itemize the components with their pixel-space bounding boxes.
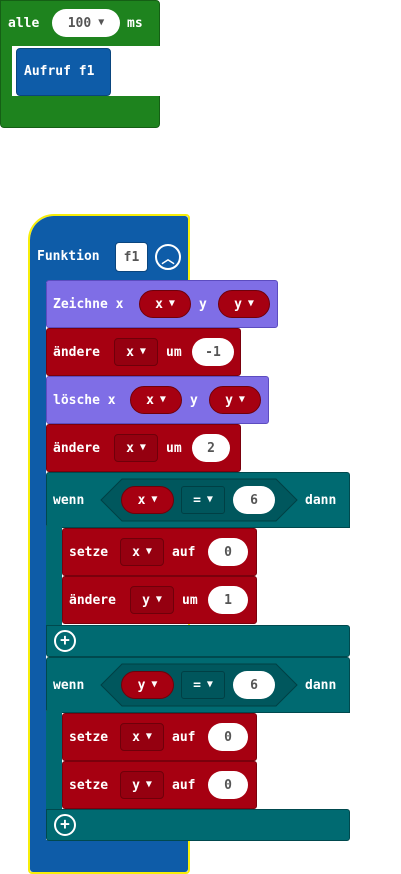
if-y-value: 6 — [250, 677, 258, 693]
chevron-down-icon: ▼ — [168, 298, 175, 309]
change-y-by-label: um — [182, 593, 198, 608]
function-block-bottom — [30, 840, 188, 872]
if-y-operator-dropdown[interactable]: = ▼ — [181, 671, 225, 699]
function-label: Funktion — [37, 249, 100, 264]
chevron-down-icon: ▼ — [206, 494, 213, 505]
if-x-value-field[interactable]: 6 — [233, 486, 275, 514]
change-var-dropdown[interactable]: x ▼ — [114, 338, 158, 366]
if-x-block-footer — [46, 625, 350, 657]
add-else-plus-icon[interactable]: + — [54, 630, 76, 652]
chevron-down-icon: ▼ — [139, 346, 146, 357]
if-y-block-footer — [46, 809, 350, 841]
chevron-down-icon: ▼ — [145, 731, 152, 742]
set-var-dropdown[interactable]: x ▼ — [120, 538, 164, 566]
if-x-var: x — [137, 492, 146, 508]
if2-label: wenn — [53, 678, 85, 693]
call-f1-label: Aufruf f1 — [24, 64, 95, 79]
plot-label: Zeichne x — [53, 297, 124, 312]
add-else-plus-icon-2[interactable]: + — [54, 814, 76, 836]
if-y-var-dropdown[interactable]: y ▼ — [121, 671, 174, 699]
change-y-value-field[interactable]: 1 — [208, 586, 248, 614]
change-y-var-dropdown[interactable]: y ▼ — [130, 586, 174, 614]
change-y-label: ändere — [69, 593, 116, 608]
chevron-down-icon: ▼ — [238, 394, 245, 405]
set-x2-value: 0 — [224, 729, 232, 745]
set-y-value: 0 — [224, 777, 232, 793]
function-name-field[interactable]: f1 — [115, 242, 148, 272]
change-y-var: y — [142, 592, 150, 608]
if-y-var: y — [137, 677, 146, 693]
set-x2-var-dropdown[interactable]: x ▼ — [120, 723, 164, 751]
change-label: ändere — [53, 345, 100, 360]
change-var: x — [126, 344, 134, 360]
set-y-var-dropdown[interactable]: y ▼ — [120, 771, 164, 799]
set-x2-label: setze — [69, 730, 109, 745]
chevron-down-icon: ▼ — [206, 679, 213, 690]
change2-label: ändere — [53, 441, 100, 456]
if-y-value-field[interactable]: 6 — [233, 671, 275, 699]
plot-y-label: y — [199, 297, 207, 312]
chevron-down-icon: ▼ — [151, 494, 158, 505]
change2-value-field[interactable]: 2 — [192, 434, 230, 462]
if-x-var-dropdown[interactable]: x ▼ — [121, 486, 174, 514]
set-var: x — [132, 544, 140, 560]
set-y-var: y — [132, 777, 140, 793]
every-label: alle — [8, 16, 40, 31]
unplot-y-label: y — [190, 393, 198, 408]
if-then-label: dann — [305, 493, 337, 508]
chevron-down-icon: ▼ — [151, 679, 158, 690]
function-name: f1 — [123, 249, 140, 265]
chevron-down-icon: ▼ — [159, 394, 166, 405]
change2-var-dropdown[interactable]: x ▼ — [114, 434, 158, 462]
if-x-operator: = — [193, 492, 201, 508]
set-x2-var: x — [132, 729, 140, 745]
plot-x-var: x — [155, 296, 163, 312]
unplot-label: lösche x — [53, 393, 116, 408]
if-label: wenn — [53, 493, 85, 508]
collapse-button[interactable]: ︿ — [155, 244, 181, 270]
chevron-down-icon: ▼ — [145, 779, 152, 790]
change2-by-label: um — [166, 441, 182, 456]
if-y-block-spine — [46, 711, 62, 813]
chevron-down-icon: ▼ — [139, 442, 146, 453]
change-value-field[interactable]: -1 — [192, 338, 234, 366]
if2-then-label: dann — [305, 678, 337, 693]
unplot-x-dropdown[interactable]: x ▼ — [130, 386, 182, 414]
change-by-label: um — [166, 345, 182, 360]
plot-y-var: y — [234, 296, 242, 312]
chevron-down-icon: ▼ — [145, 546, 152, 557]
unplot-x-var: x — [146, 392, 154, 408]
set-label: setze — [69, 545, 109, 560]
interval-dropdown[interactable]: 100 ▼ — [52, 9, 120, 37]
chevron-down-icon: ▼ — [155, 594, 162, 605]
unit-label: ms — [127, 16, 143, 31]
set-x2-to-label: auf — [172, 730, 196, 745]
set-y-to-label: auf — [172, 778, 196, 793]
change-y-value: 1 — [224, 592, 232, 608]
if-x-operator-dropdown[interactable]: = ▼ — [181, 486, 225, 514]
change-value: -1 — [205, 344, 221, 360]
set-y-label: setze — [69, 778, 109, 793]
if-x-value: 6 — [250, 492, 258, 508]
interval-value: 100 — [67, 15, 92, 31]
unplot-y-var: y — [225, 392, 233, 408]
chevron-up-icon: ︿ — [161, 251, 175, 267]
chevron-down-icon: ▼ — [98, 17, 105, 28]
set-x2-value-field[interactable]: 0 — [208, 723, 248, 751]
set-y-value-field[interactable]: 0 — [208, 771, 248, 799]
change2-var: x — [126, 440, 134, 456]
if-y-operator: = — [193, 677, 201, 693]
unplot-y-dropdown[interactable]: y ▼ — [209, 386, 261, 414]
plot-x-dropdown[interactable]: x ▼ — [139, 290, 191, 318]
change2-value: 2 — [207, 440, 215, 456]
chevron-down-icon: ▼ — [247, 298, 254, 309]
set-to-label: auf — [172, 545, 196, 560]
set-value: 0 — [224, 544, 232, 560]
plot-y-dropdown[interactable]: y ▼ — [218, 290, 270, 318]
function-block-spine — [30, 280, 46, 840]
if-x-block-spine — [46, 526, 62, 628]
set-value-field[interactable]: 0 — [208, 538, 248, 566]
call-f1-block[interactable] — [16, 48, 111, 96]
